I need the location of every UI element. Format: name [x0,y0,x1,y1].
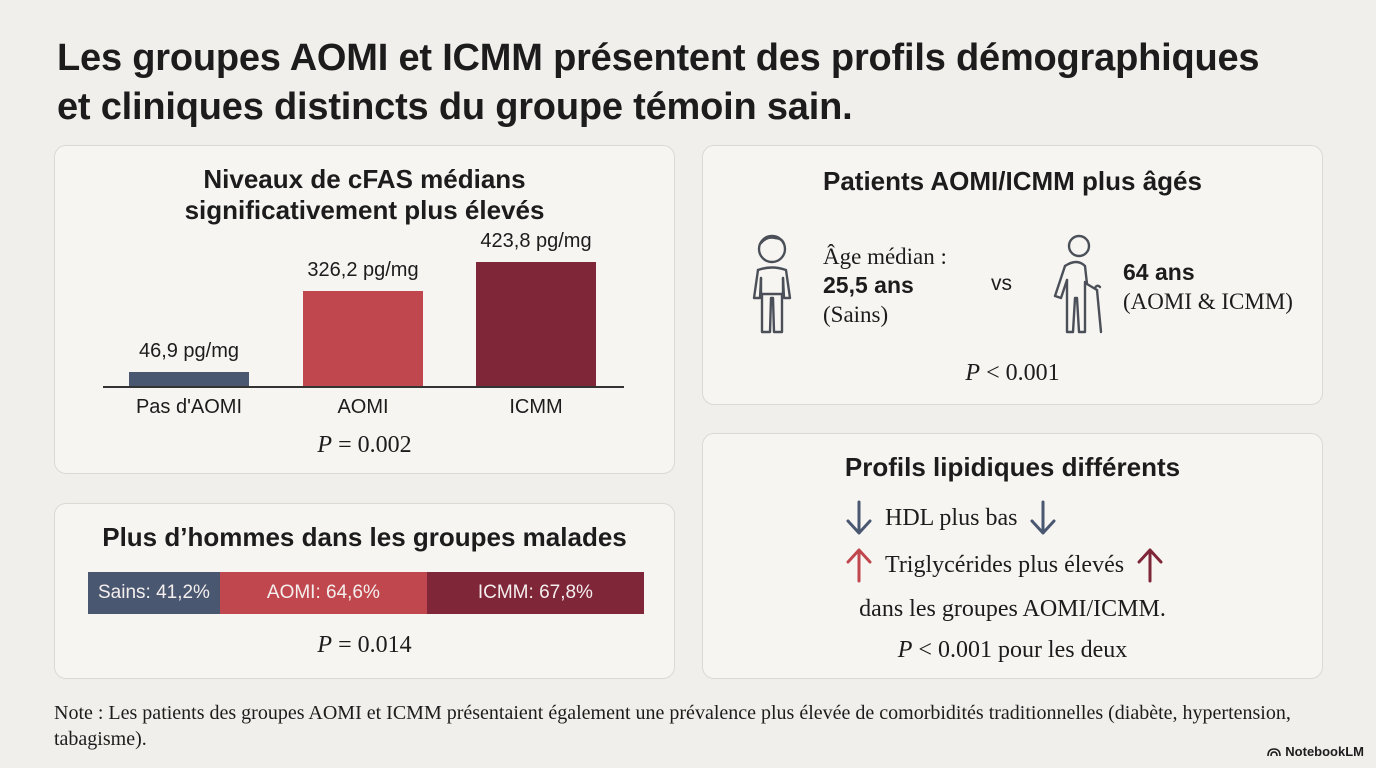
cfas-value-label: 326,2 pg/mg [307,259,419,281]
vs-label: vs [991,272,1012,295]
cfas-value-label: 46,9 pg/mg [138,340,240,362]
age-p-value: P < 0.001 [703,360,1322,387]
p-number: < 0.001 [986,360,1060,386]
cfas-bar-2 [303,291,423,386]
hdl-text: HDL plus bas [885,504,1018,531]
arrow-down-icon [1030,500,1056,535]
arrow-up-icon [1137,548,1163,583]
notebooklm-icon [1267,747,1282,756]
arrow-down-icon [846,500,872,535]
age-right-group: (AOMI & ICMM) [1123,289,1293,314]
age-left-value: 25,5 ans [823,272,914,298]
men-p-value: P = 0.014 [55,632,674,659]
p-number: = 0.014 [338,632,412,658]
page-title-line-1: Les groupes AOMI et ICMM présentent des … [57,37,1260,79]
age-left-group: (Sains) [823,302,889,327]
cfas-title-line-1: Niveaux de cFAS médians [203,164,526,194]
cfas-title: Niveaux de cFAS médians significativemen… [55,164,674,226]
men-segment-1: Sains: 41,2% [88,572,220,614]
men-stacked-bar: Sains: 41,2% AOMI: 64,6% ICMM: 67,8% [88,572,644,614]
age-left-label: Âge médian : [823,244,947,269]
cfas-title-line-2: significativement plus élevés [184,195,545,225]
p-symbol: P [897,637,913,663]
age-panel: Patients AOMI/ICMM plus âgés Âge médian … [702,145,1323,405]
men-segment-3: ICMM: 67,8% [426,572,644,614]
men-panel: Plus d’hommes dans les groupes malades S… [54,503,675,679]
cfas-bar-1 [129,372,249,386]
age-left-block: Âge médian : 25,5 ans (Sains) [823,242,947,329]
p-symbol: P [317,432,333,458]
age-right-block: 64 ans (AOMI & ICMM) [1123,258,1293,316]
cfas-p-value: P = 0.002 [55,432,674,459]
p-number: < 0.001 pour les deux [918,637,1128,663]
cfas-category-label: ICMM [509,396,563,418]
cfas-category-label: AOMI [337,396,389,418]
lipid-groups-text: dans les groupes AOMI/ICMM. [859,596,1166,622]
p-symbol: P [965,360,981,386]
lipid-title: Profils lipidiques différents [844,452,1181,482]
age-right-value: 64 ans [1123,259,1195,285]
lipid-panel: Profils lipidiques différents HDL plus b… [702,433,1323,679]
young-person-icon [752,234,792,334]
arrow-up-icon [846,548,872,583]
page-title: Les groupes AOMI et ICMM présentent des … [57,34,1337,132]
p-number: = 0.002 [338,432,412,458]
page-title-line-2: et cliniques distincts du groupe témoin … [57,86,853,128]
chart-baseline [103,386,624,388]
hdl-line: HDL plus bas [845,500,1057,536]
brand-name: NotebookLM [1285,744,1364,759]
triglycerides-line: Triglycérides plus élevés [845,547,1164,583]
cfas-category-label: Pas d'AOMI [135,396,243,418]
p-symbol: P [317,632,333,658]
triglycerides-text: Triglycérides plus élevés [885,551,1125,578]
elderly-person-icon [1053,234,1103,334]
footnote: Note : Les patients des groupes AOMI et … [54,702,1291,750]
men-title: Plus d’hommes dans les groupes malades [102,522,627,552]
cfas-panel: Niveaux de cFAS médians significativemen… [54,145,675,474]
brand-logo: NotebookLM [1267,744,1364,759]
lipid-p-value: P < 0.001 pour les deux [703,637,1322,664]
age-title: Patients AOMI/ICMM plus âgés [823,166,1202,196]
cfas-bar-3 [476,262,596,386]
men-segment-2: AOMI: 64,6% [219,572,427,614]
cfas-value-label: 423,8 pg/mg [480,230,592,252]
